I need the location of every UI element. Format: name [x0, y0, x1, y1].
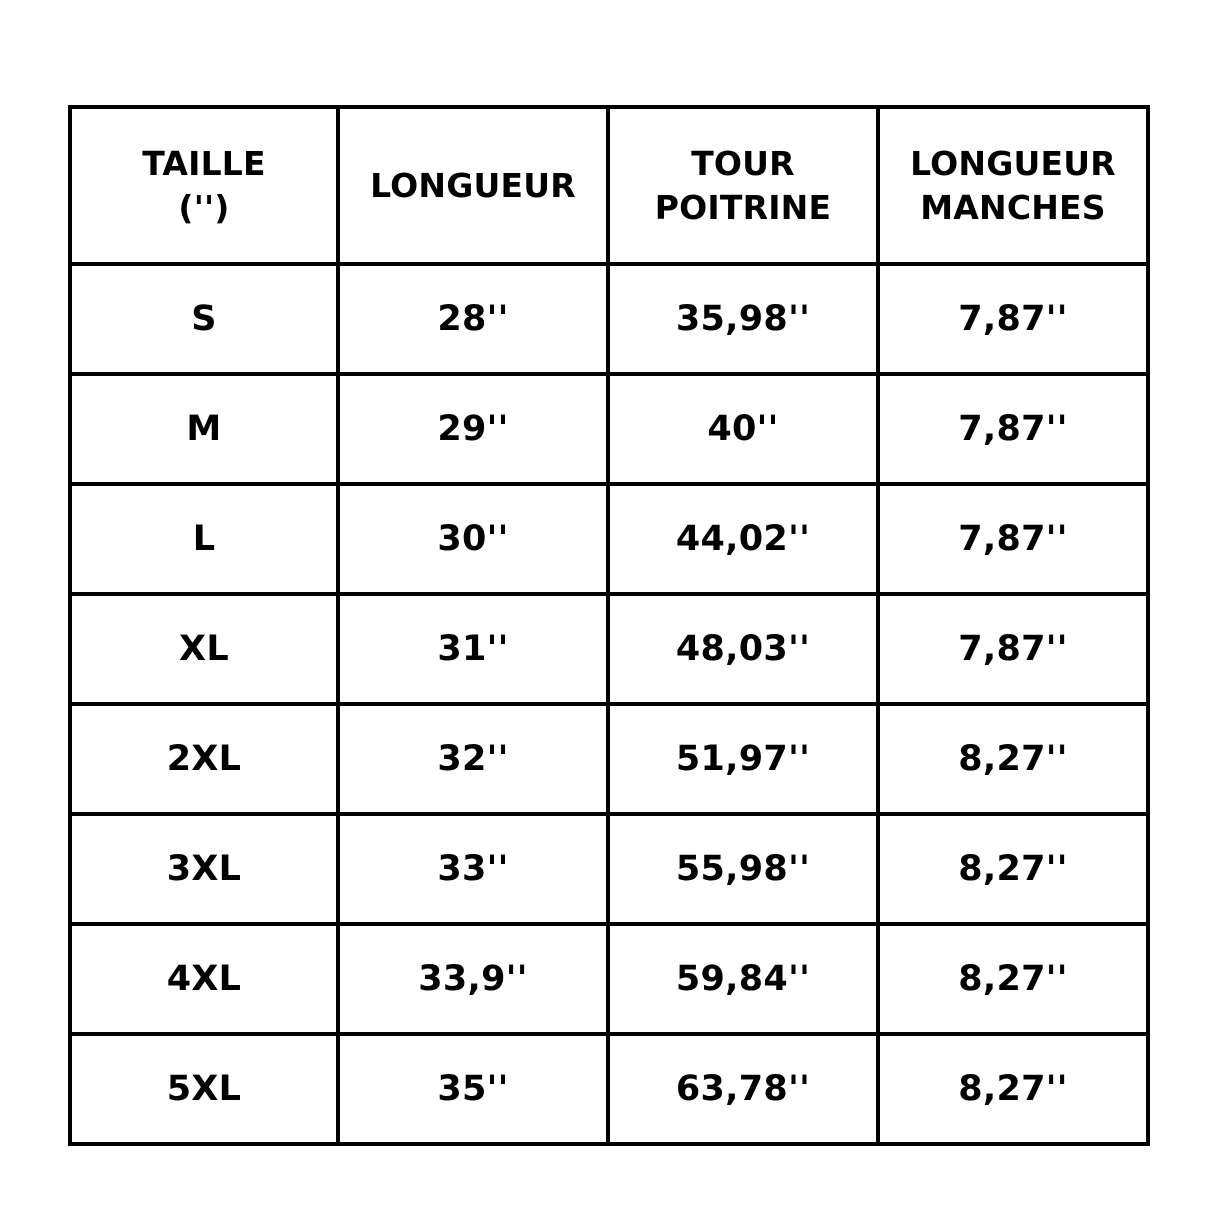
table-row: 2XL 32'' 51,97'' 8,27'': [68, 702, 1150, 816]
table-row: S 28'' 35,98'' 7,87'': [68, 262, 1150, 376]
column-header-tour-poitrine-line2: POITRINE: [654, 187, 832, 227]
size-chart-table: TAILLE ('') LONGUEUR TOUR POITRINE LONGU…: [68, 105, 1150, 1146]
table-row: M 29'' 40'' 7,87'': [68, 372, 1150, 486]
cell-tour-poitrine: 44,02'': [606, 482, 880, 596]
column-header-longueur-manches: LONGUEUR MANCHES: [876, 105, 1150, 266]
cell-size: XL: [68, 592, 340, 706]
table-row: 5XL 35'' 63,78'' 8,27'': [68, 1032, 1150, 1146]
table-row: 4XL 33,9'' 59,84'' 8,27'': [68, 922, 1150, 1036]
column-header-taille-label: TAILLE: [142, 143, 266, 183]
cell-longueur: 33'': [336, 812, 610, 926]
table-row: XL 31'' 48,03'' 7,87'': [68, 592, 1150, 706]
cell-tour-poitrine: 48,03'': [606, 592, 880, 706]
column-header-tour-poitrine: TOUR POITRINE: [606, 105, 880, 266]
cell-size: 2XL: [68, 702, 340, 816]
cell-longueur: 32'': [336, 702, 610, 816]
table-header: TAILLE ('') LONGUEUR TOUR POITRINE LONGU…: [68, 105, 1150, 266]
column-header-longueur-label: LONGUEUR: [370, 165, 576, 205]
cell-longueur: 33,9'': [336, 922, 610, 1036]
cell-longueur: 28'': [336, 262, 610, 376]
cell-size: 5XL: [68, 1032, 340, 1146]
cell-longueur-manches: 8,27'': [876, 922, 1150, 1036]
cell-tour-poitrine: 63,78'': [606, 1032, 880, 1146]
cell-tour-poitrine: 51,97'': [606, 702, 880, 816]
cell-longueur-manches: 7,87'': [876, 262, 1150, 376]
cell-longueur-manches: 7,87'': [876, 592, 1150, 706]
cell-longueur-manches: 8,27'': [876, 702, 1150, 816]
cell-tour-poitrine: 40'': [606, 372, 880, 486]
column-header-longueur-manches-line2: MANCHES: [920, 187, 1106, 227]
cell-longueur-manches: 8,27'': [876, 1032, 1150, 1146]
cell-tour-poitrine: 55,98'': [606, 812, 880, 926]
column-header-longueur-manches-line1: LONGUEUR: [910, 143, 1116, 183]
cell-size: 4XL: [68, 922, 340, 1036]
cell-longueur-manches: 7,87'': [876, 482, 1150, 596]
cell-longueur-manches: 7,87'': [876, 372, 1150, 486]
column-header-tour-poitrine-line1: TOUR: [691, 143, 795, 183]
table-body: S 28'' 35,98'' 7,87'' M 29'' 40'' 7,87''…: [68, 262, 1150, 1146]
cell-longueur: 29'': [336, 372, 610, 486]
column-header-taille-unit: (''): [178, 187, 230, 227]
table-row: L 30'' 44,02'' 7,87'': [68, 482, 1150, 596]
table-row: 3XL 33'' 55,98'' 8,27'': [68, 812, 1150, 926]
cell-size: M: [68, 372, 340, 486]
cell-longueur: 31'': [336, 592, 610, 706]
cell-size: L: [68, 482, 340, 596]
column-header-taille: TAILLE (''): [68, 105, 340, 266]
cell-size: S: [68, 262, 340, 376]
cell-longueur: 30'': [336, 482, 610, 596]
column-header-longueur: LONGUEUR: [336, 105, 610, 266]
cell-tour-poitrine: 59,84'': [606, 922, 880, 1036]
cell-size: 3XL: [68, 812, 340, 926]
header-row: TAILLE ('') LONGUEUR TOUR POITRINE LONGU…: [68, 105, 1150, 266]
cell-longueur: 35'': [336, 1032, 610, 1146]
cell-tour-poitrine: 35,98'': [606, 262, 880, 376]
cell-longueur-manches: 8,27'': [876, 812, 1150, 926]
